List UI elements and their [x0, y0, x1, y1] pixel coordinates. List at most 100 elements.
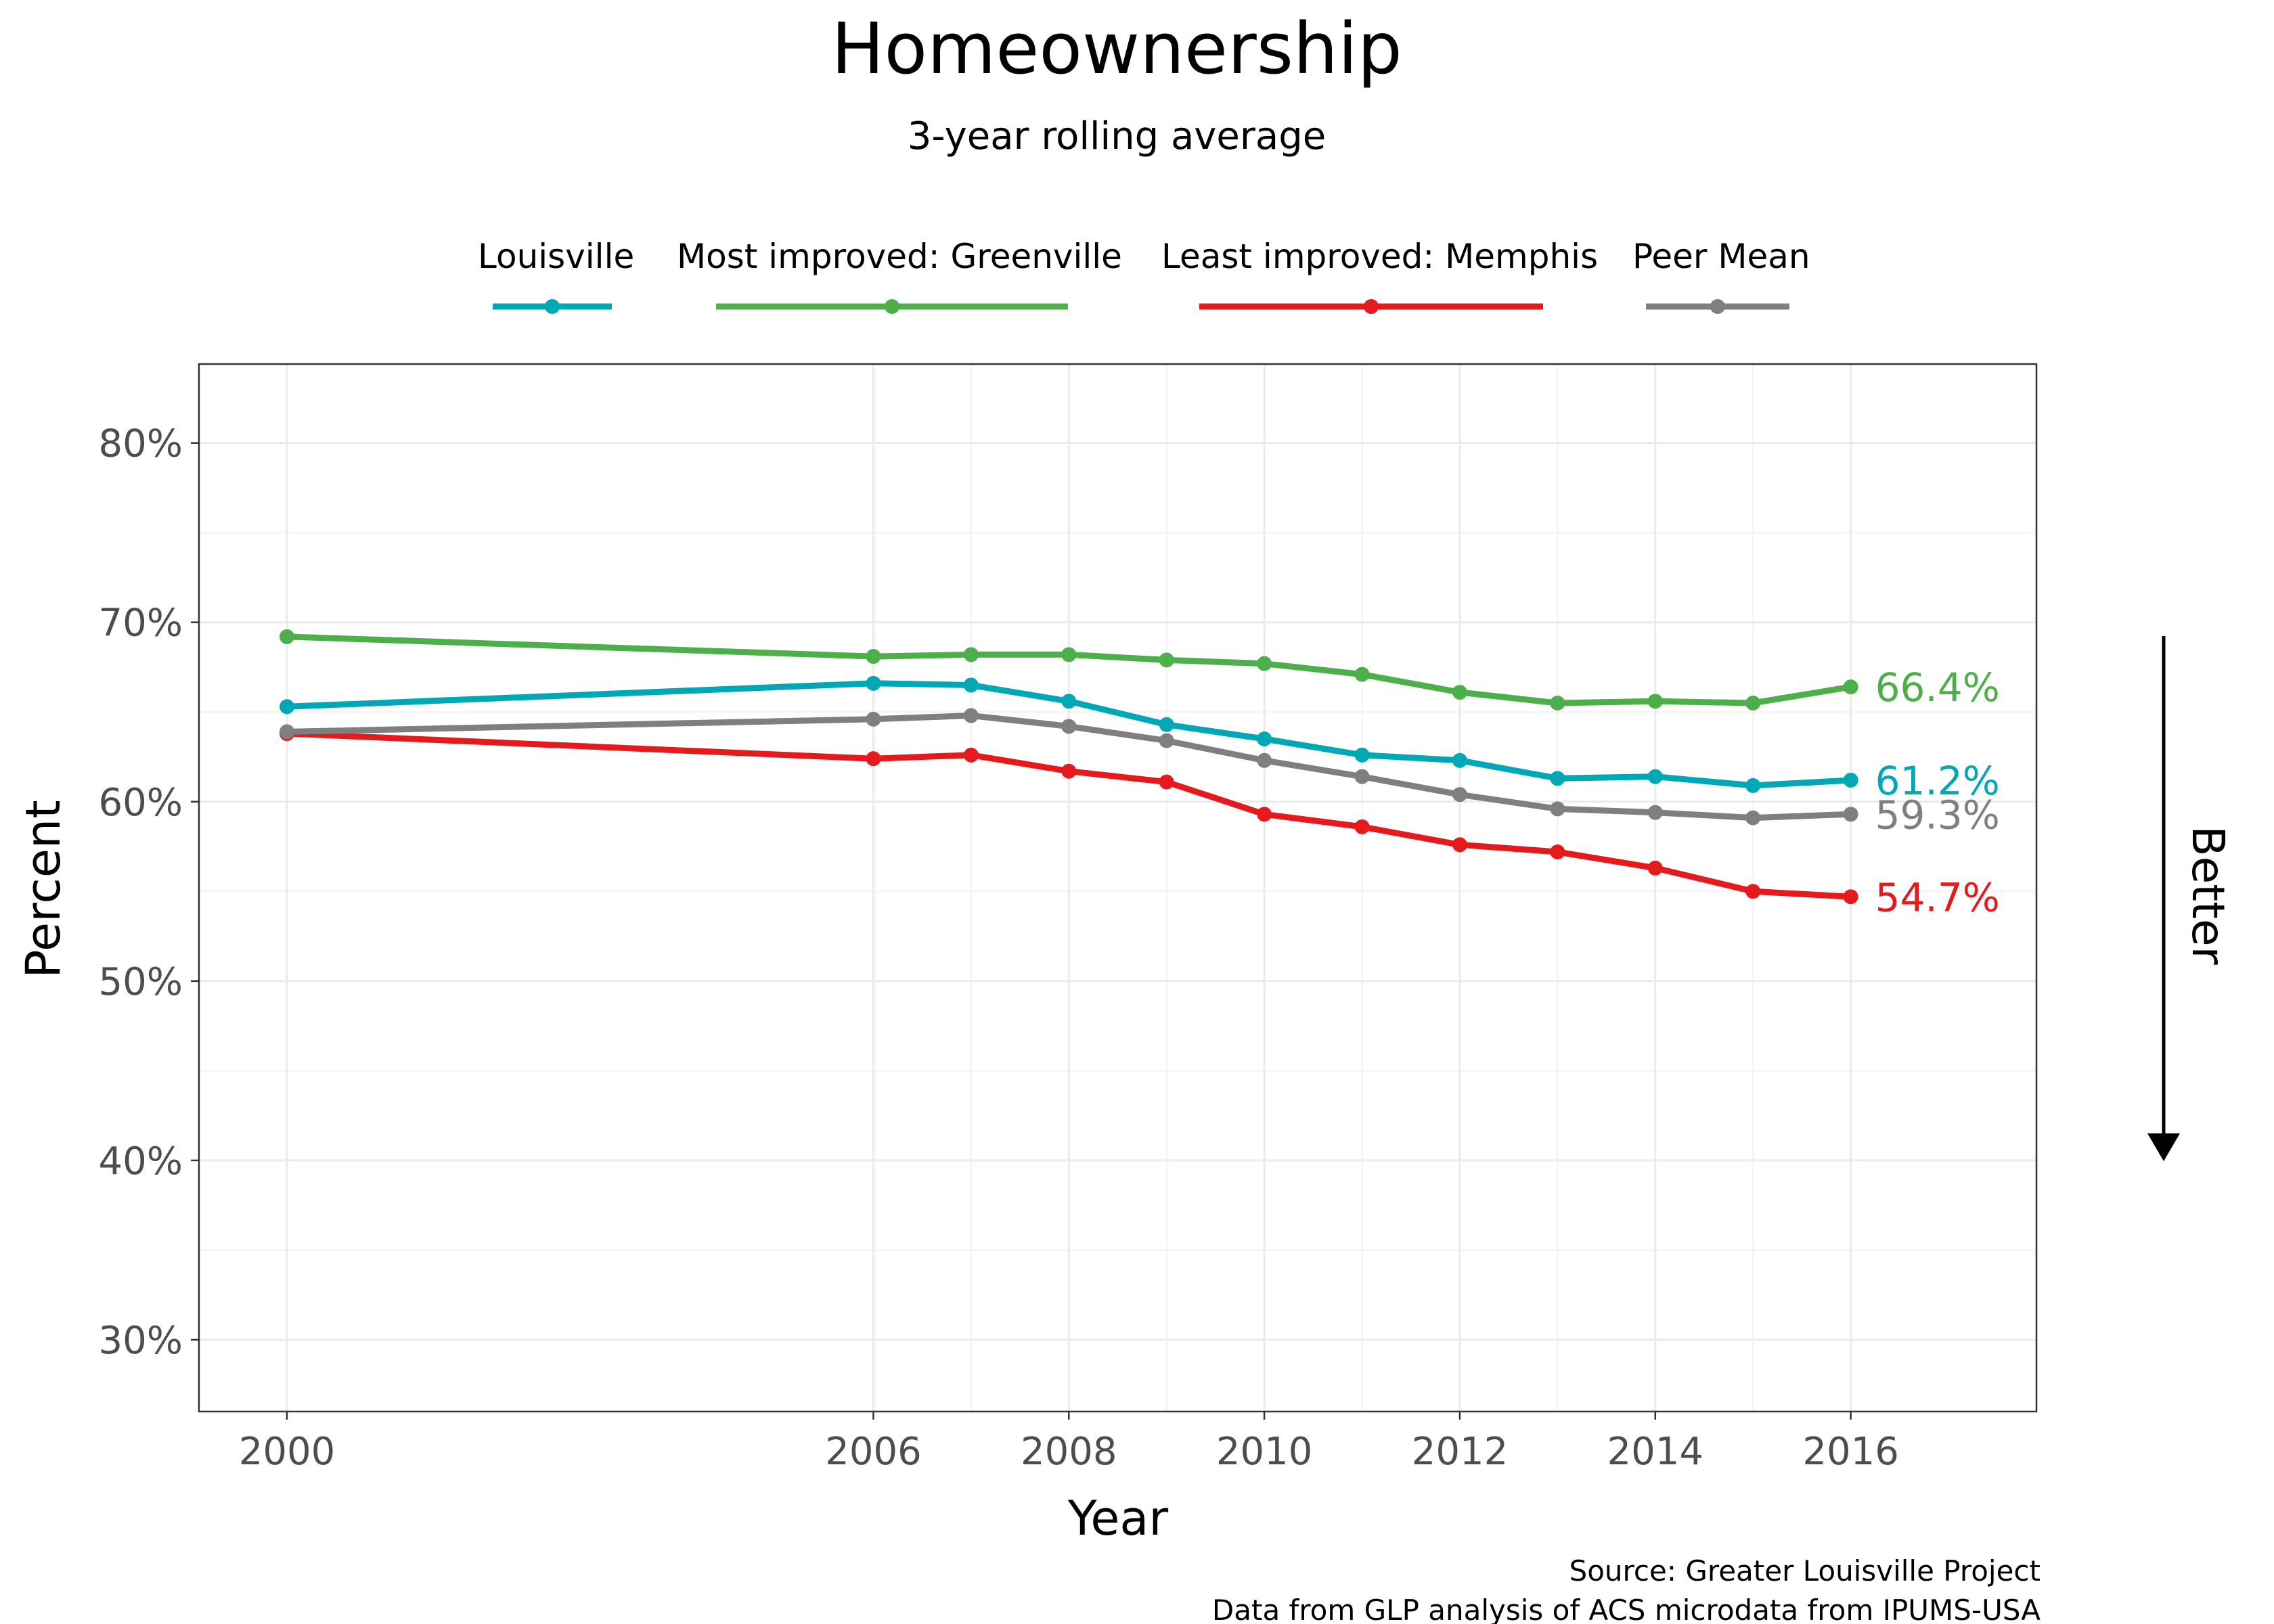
data-point	[963, 647, 979, 662]
data-point	[1354, 769, 1370, 784]
series-0	[279, 675, 1858, 793]
y-tick-label: 60%	[99, 781, 183, 825]
data-point	[1550, 695, 1565, 710]
x-tick-label: 2010	[1216, 1430, 1313, 1474]
data-point	[1061, 719, 1077, 734]
end-label: 59.3%	[1875, 792, 2000, 838]
data-point	[1159, 733, 1174, 748]
data-point	[1550, 844, 1565, 859]
legend-label: Most improved: Greenville	[677, 237, 1122, 276]
legend-label: Louisville	[478, 237, 634, 276]
data-point	[1745, 810, 1761, 826]
legend: Louisville Most improved: Greenville Least…	[478, 237, 1810, 314]
data-point	[1257, 807, 1272, 822]
legend-item: Least improved: Memphis	[1161, 237, 1598, 314]
plot-panel-border	[198, 363, 2038, 1413]
data-point	[866, 649, 881, 664]
series-line	[284, 633, 1854, 706]
legend-label: Least improved: Memphis	[1161, 237, 1598, 276]
data-point	[963, 708, 979, 723]
data-point	[1843, 889, 1858, 905]
chart-title: Homeownership	[831, 7, 1402, 90]
data-point	[1452, 752, 1467, 768]
x-tick-label: 2016	[1802, 1430, 1899, 1474]
x-axis-ticks: 2000 2006 2008 2010 2012 2014 2016	[239, 1412, 1899, 1474]
legend-label: Peer Mean	[1632, 237, 1810, 276]
y-tick-label: 30%	[99, 1319, 183, 1363]
series-1	[279, 629, 1858, 710]
series-line	[284, 713, 1854, 821]
data-point	[1550, 801, 1565, 817]
y-tick-label: 80%	[99, 422, 183, 466]
data-point	[963, 747, 979, 763]
data-point	[1354, 747, 1370, 763]
data-point	[1647, 694, 1663, 709]
legend-key-point	[885, 299, 899, 314]
end-label: 54.7%	[1875, 874, 2000, 920]
legend-item: Peer Mean	[1632, 237, 1810, 314]
caption-source: Source: Greater Louisville Project	[1569, 1554, 2041, 1587]
data-point	[1257, 752, 1272, 768]
x-tick-label: 2014	[1607, 1430, 1704, 1474]
data-point	[1061, 647, 1077, 662]
legend-item: Most improved: Greenville	[677, 237, 1122, 314]
data-point	[1843, 807, 1858, 822]
x-axis-label: Year	[1067, 1491, 1168, 1546]
data-point	[1843, 679, 1858, 695]
data-point	[279, 629, 294, 644]
data-point	[1745, 777, 1761, 793]
minor-gridlines	[199, 364, 2036, 1412]
x-tick-label: 2012	[1412, 1430, 1509, 1474]
end-labels: 61.2% 66.4% 54.7% 59.3%	[1875, 664, 2000, 920]
data-point	[1647, 860, 1663, 876]
legend-key-point	[1364, 299, 1379, 314]
data-point	[1452, 787, 1467, 803]
data-point	[866, 711, 881, 727]
data-point	[1354, 667, 1370, 682]
legend-key-point	[1710, 299, 1725, 314]
data-point	[1061, 694, 1077, 709]
data-point	[1647, 769, 1663, 784]
end-label: 61.2%	[1875, 758, 2000, 804]
data-point	[963, 677, 979, 693]
legend-key-point	[545, 299, 560, 314]
data-point	[1647, 805, 1663, 820]
data-point	[1843, 772, 1858, 788]
data-point	[279, 699, 294, 715]
data-point	[1452, 685, 1467, 700]
chart-subtitle: 3-year rolling average	[908, 114, 1326, 158]
data-point	[1159, 652, 1174, 668]
major-gridlines	[199, 364, 2036, 1412]
y-axis-label: Percent	[16, 800, 71, 978]
better-arrow	[2147, 636, 2180, 1161]
data-point	[1452, 837, 1467, 853]
data-point	[1745, 884, 1761, 899]
better-annotation: Better	[2182, 826, 2234, 965]
data-point	[1745, 695, 1761, 710]
x-tick-label: 2006	[825, 1430, 922, 1474]
series-line	[284, 680, 1854, 789]
data-point	[1061, 763, 1077, 779]
x-tick-label: 2008	[1021, 1430, 1117, 1474]
series-line	[284, 730, 1854, 900]
data-point	[1159, 717, 1174, 732]
end-label: 66.4%	[1875, 664, 2000, 710]
x-tick-label: 2000	[239, 1430, 336, 1474]
data-point	[1550, 771, 1565, 786]
y-axis-ticks: 30% 40% 50% 60% 70% 80%	[99, 422, 199, 1363]
data-point	[1257, 731, 1272, 746]
data-point	[1257, 656, 1272, 671]
data-point	[1354, 819, 1370, 834]
y-tick-label: 70%	[99, 602, 183, 646]
caption-data-note: Data from GLP analysis of ACS microdata …	[1212, 1594, 2041, 1624]
y-tick-label: 50%	[99, 960, 183, 1004]
data-point	[866, 675, 881, 691]
y-tick-label: 40%	[99, 1140, 183, 1183]
data-point	[866, 751, 881, 767]
series-lines	[279, 629, 1858, 905]
series-3	[279, 708, 1858, 826]
data-point	[279, 724, 294, 740]
data-point	[1159, 774, 1174, 790]
legend-item: Louisville	[478, 237, 634, 314]
